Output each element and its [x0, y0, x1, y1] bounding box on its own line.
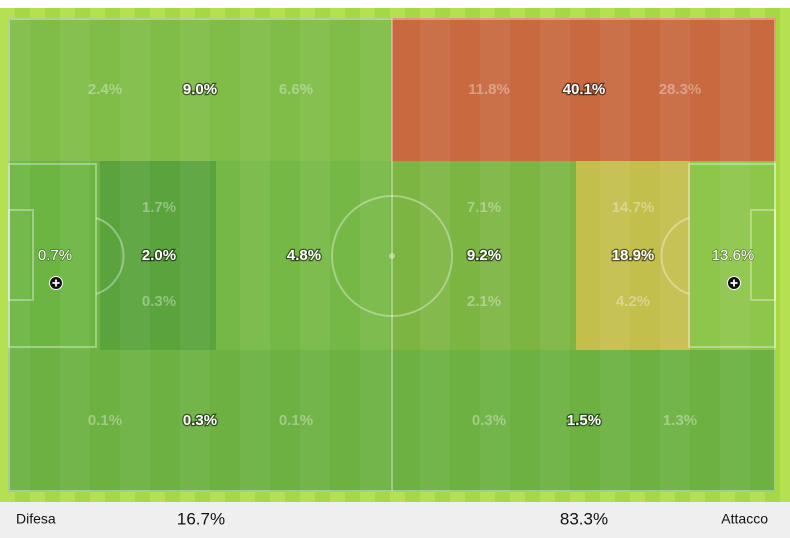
zone-value: 7.1% [467, 199, 501, 216]
zone-value: 6.6% [279, 81, 313, 98]
pitch-lines [8, 18, 776, 492]
zone-value: 0.3% [142, 293, 176, 310]
zone-labels: 2.4% 9.0% 6.6% 11.8% 40.1% 28.3% 0.7% 1.… [37, 80, 755, 431]
zone-value: 0.3% [183, 412, 217, 429]
zone-value: 0.7% [38, 247, 72, 264]
zone-value: 9.2% [467, 247, 501, 264]
footer-bar [0, 502, 790, 538]
footer-value: 83.3% [560, 509, 608, 528]
zone-value: 0.1% [279, 412, 313, 429]
footer-label: Difesa [16, 511, 56, 527]
zone-value: 4.2% [616, 293, 650, 310]
zone-value: 2.1% [467, 293, 501, 310]
plus-icon[interactable] [49, 276, 63, 290]
footer-label: Attacco [721, 511, 768, 527]
zone-value: 28.3% [659, 81, 702, 98]
zone-value: 18.9% [612, 247, 655, 264]
stripes [8, 18, 776, 492]
zone-value: 2.0% [142, 247, 176, 264]
zone-value: 13.6% [712, 247, 755, 264]
zone-value: 4.8% [287, 247, 321, 264]
zone-value: 40.1% [563, 81, 606, 98]
zone-value: 14.7% [612, 199, 655, 216]
zone-value: 1.7% [142, 199, 176, 216]
footer-value: 16.7% [177, 509, 225, 528]
zone-value: 11.8% [468, 81, 510, 98]
zone-value: 1.3% [663, 412, 697, 429]
zones [8, 18, 776, 492]
zone-value: 0.1% [88, 412, 122, 429]
zone-value: 2.4% [88, 81, 122, 98]
zone-value: 1.5% [567, 412, 601, 429]
zone-value: 0.3% [472, 412, 506, 429]
zone-value: 9.0% [183, 81, 217, 98]
plus-icon[interactable] [727, 276, 741, 290]
